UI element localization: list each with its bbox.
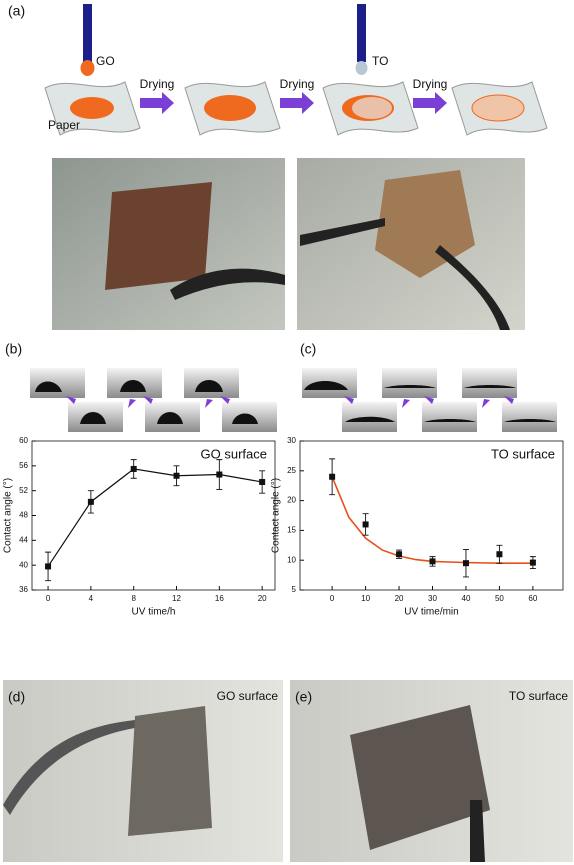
y-tick-label: 36: [19, 585, 28, 594]
x-tick-label: 60: [528, 594, 537, 603]
y-tick-label: 15: [287, 526, 296, 535]
arrow: [140, 92, 174, 114]
y-tick-label: 48: [19, 511, 28, 520]
marker: [329, 473, 336, 480]
paper-sample: [375, 170, 475, 278]
tweezers: [170, 268, 285, 300]
marker: [87, 498, 94, 505]
x-tick-label: 40: [462, 594, 471, 603]
panel-label: (c): [300, 341, 316, 357]
marker: [216, 471, 223, 478]
label: Drying: [413, 77, 448, 91]
y-tick-label: 20: [287, 496, 296, 505]
photo-label: TO surface: [509, 689, 568, 703]
y-tick-label: 40: [19, 560, 28, 569]
x-tick-label: 0: [46, 594, 51, 603]
droplet: [355, 61, 368, 75]
plot-frame: [31, 440, 276, 591]
y-tick-label: 30: [287, 436, 296, 445]
label: Paper: [48, 118, 80, 132]
panel-label: (d): [8, 689, 25, 705]
marker: [173, 472, 180, 479]
droplet: [80, 60, 95, 76]
tweezers: [300, 218, 510, 330]
x-tick-label: 30: [428, 594, 437, 603]
x-tick-label: 50: [495, 594, 504, 603]
label: Drying: [140, 77, 175, 91]
x-tick-label: 16: [215, 594, 224, 603]
panel-label: (e): [295, 689, 312, 705]
x-tick-label: 10: [361, 594, 370, 603]
to-layer: [471, 94, 525, 122]
foil-sample: [128, 706, 212, 836]
panel-label: (b): [5, 341, 22, 357]
marker: [130, 465, 137, 472]
schematic: [44, 4, 548, 136]
x-tick-label: 20: [395, 594, 404, 603]
paper-sample: [105, 182, 212, 290]
label: Drying: [280, 77, 315, 91]
y-tick-label: 5: [292, 585, 297, 594]
y-tick-label: 25: [287, 466, 296, 475]
tweezers: [3, 720, 135, 815]
photo-label: GO surface: [217, 689, 279, 703]
x-tick-label: 20: [258, 594, 267, 603]
plot-frame: [299, 440, 564, 591]
arrow: [413, 92, 447, 114]
pipette: [357, 4, 366, 62]
x-tick-label: 8: [131, 594, 136, 603]
y-tick-label: 60: [19, 436, 28, 445]
x-tick-label: 0: [330, 594, 335, 603]
y-tick-label: 56: [19, 461, 28, 470]
marker: [496, 551, 503, 558]
label: GO: [96, 54, 115, 68]
x-axis-label: UV time/h: [132, 607, 176, 618]
marker: [396, 551, 403, 558]
x-tick-label: 12: [172, 594, 181, 603]
label: TO: [372, 54, 388, 68]
go-layer: [204, 95, 256, 121]
droplet-images: [30, 368, 557, 432]
droplet-arrows: [66, 396, 514, 408]
to-layer: [352, 97, 392, 119]
marker: [45, 563, 52, 570]
marker: [529, 559, 536, 566]
arrow: [280, 92, 314, 114]
go-layer: [70, 97, 114, 119]
y-tick-label: 10: [287, 555, 296, 564]
pipette: [83, 4, 92, 62]
y-tick-label: 52: [19, 486, 28, 495]
annotation: TO surface: [491, 446, 555, 461]
marker: [259, 478, 266, 485]
foil-sample: [350, 705, 490, 850]
x-axis-label: UV time/min: [404, 607, 458, 618]
y-axis-label: Contact angle (°): [3, 478, 14, 553]
y-axis-label: Contact angle (°): [271, 478, 282, 553]
marker: [462, 560, 469, 567]
fit-line: [331, 476, 533, 564]
marker: [362, 521, 369, 528]
panel-label: (a): [8, 3, 25, 19]
data-line: [47, 468, 263, 567]
tweezers: [470, 800, 485, 862]
annotation: GO surface: [201, 446, 267, 461]
y-tick-label: 44: [19, 535, 28, 544]
marker: [429, 558, 436, 565]
x-tick-label: 4: [89, 594, 94, 603]
